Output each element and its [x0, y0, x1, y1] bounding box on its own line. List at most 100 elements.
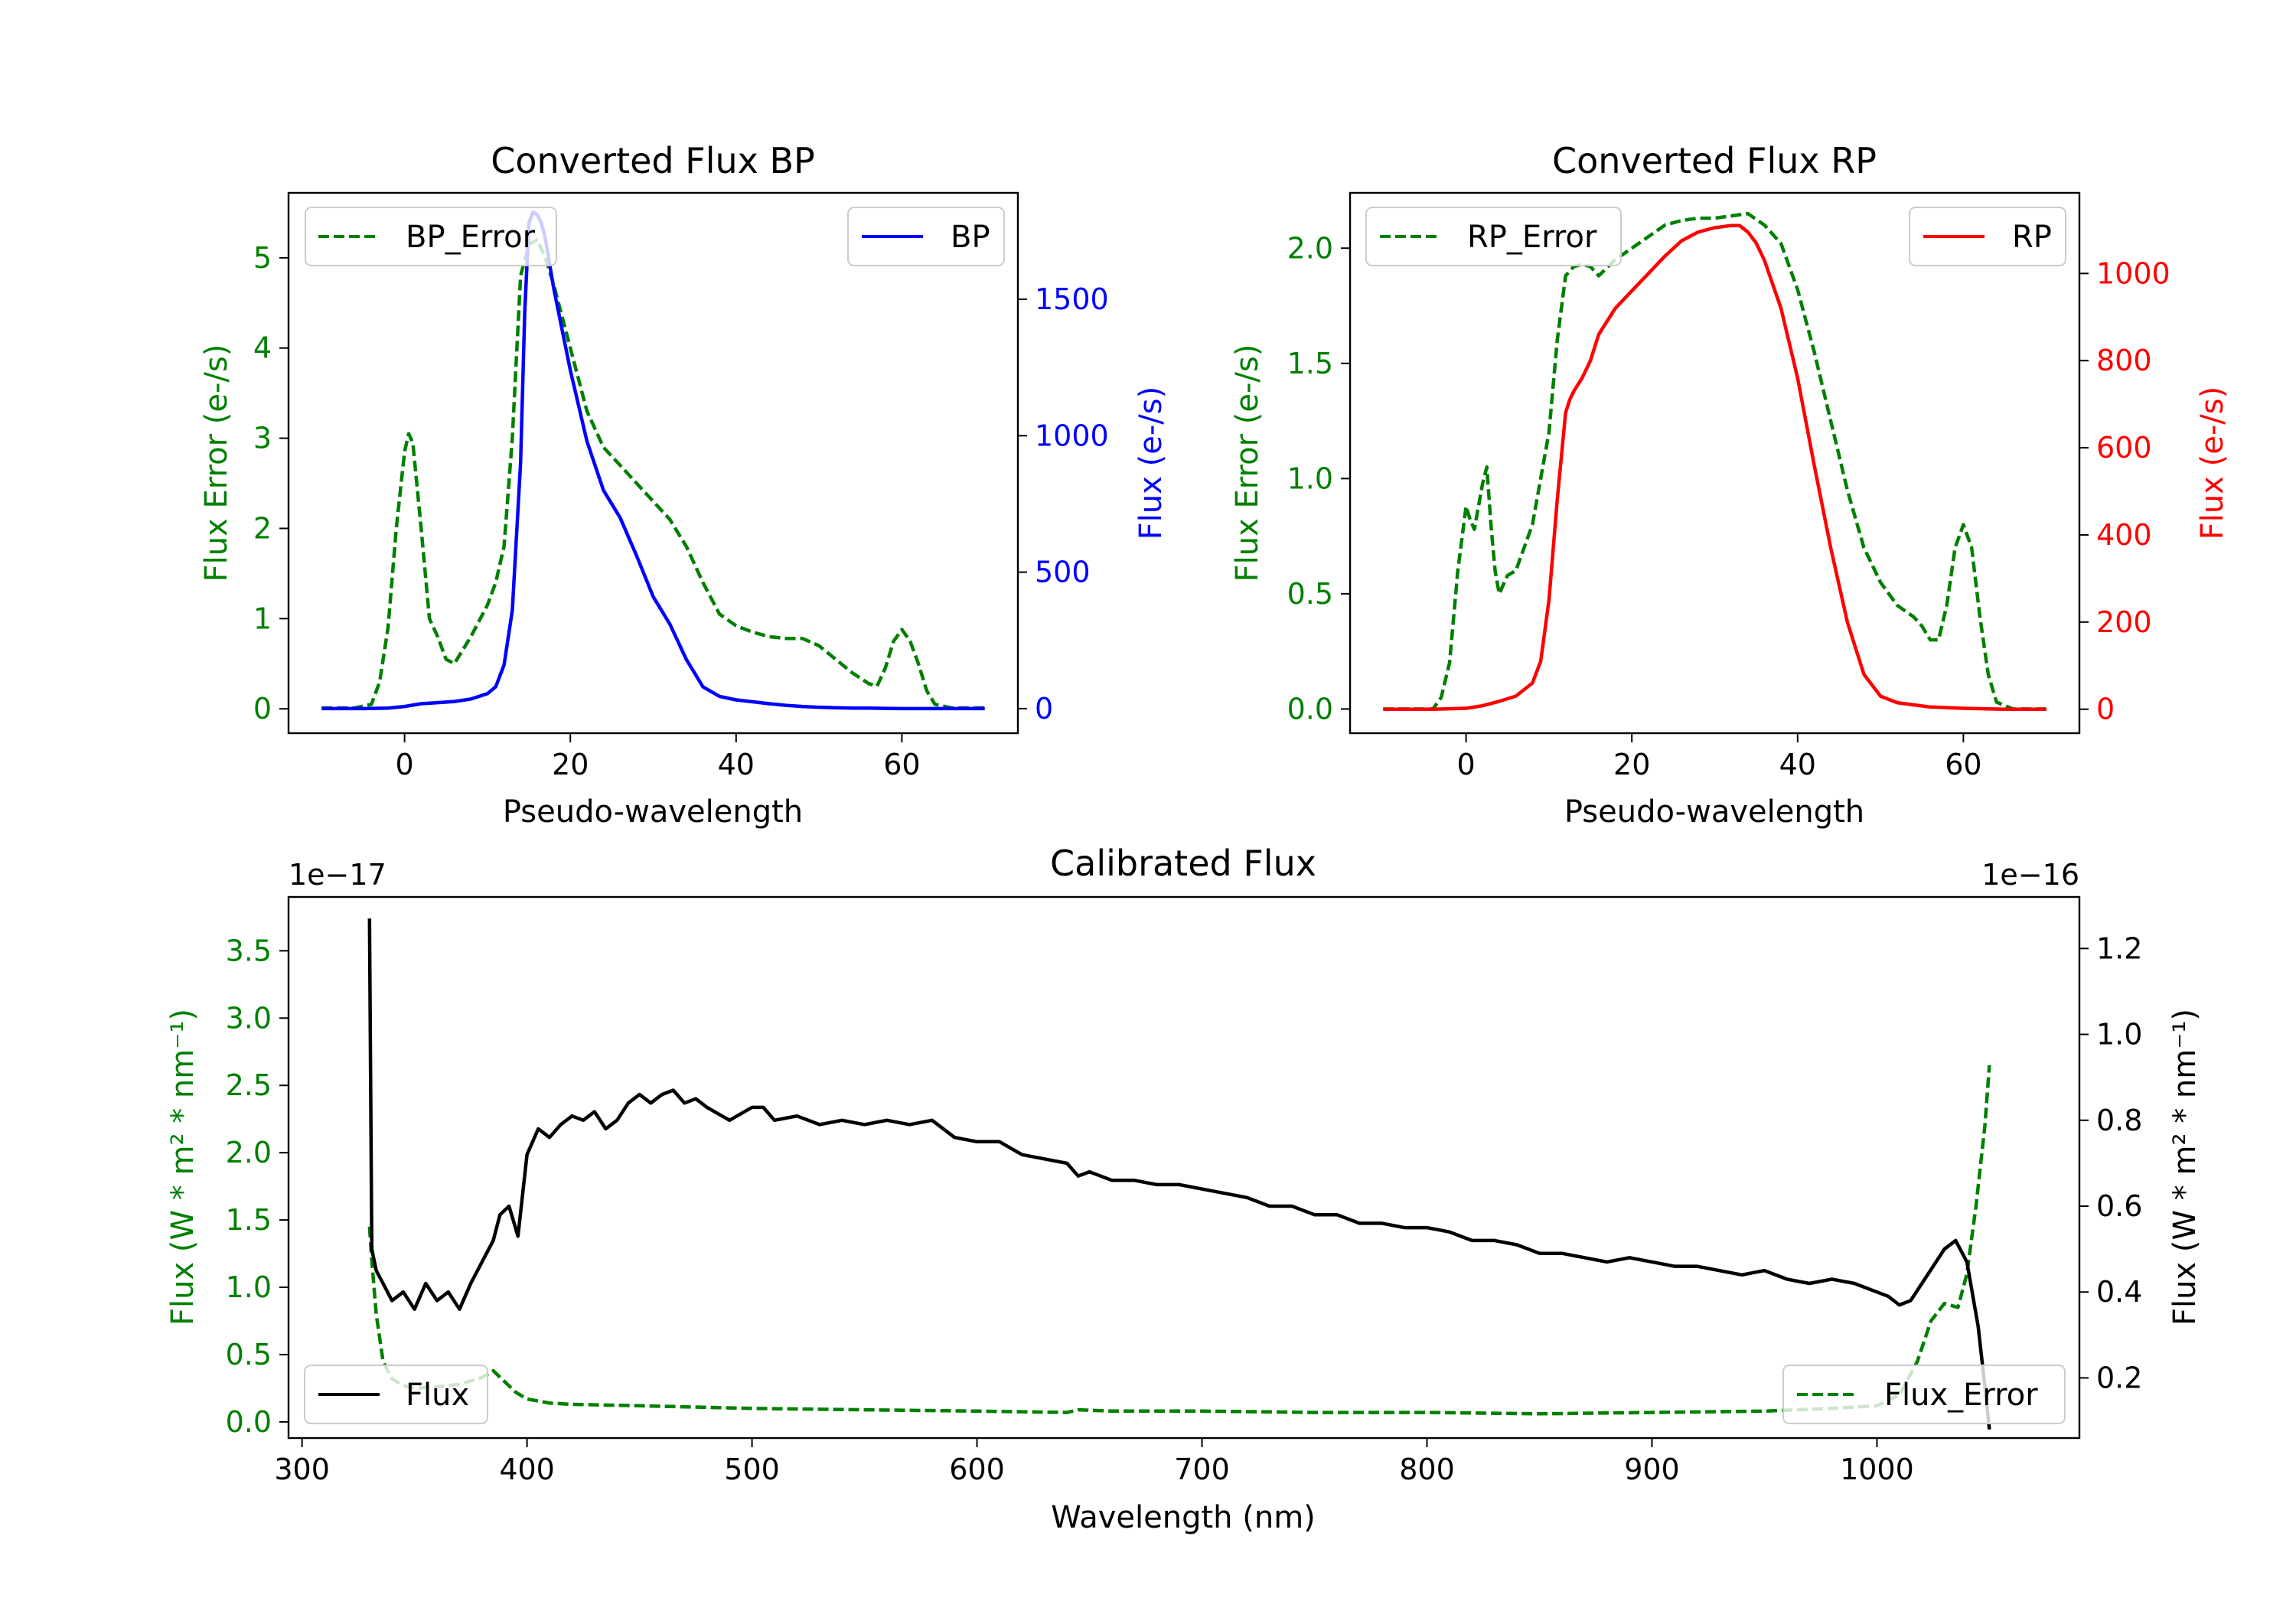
y-tick-label-left: 0.5	[226, 1338, 272, 1371]
legend-right[interactable]: RP	[1909, 207, 2066, 266]
legend-right[interactable]: Flux_Error	[1782, 1365, 2066, 1424]
series-group	[321, 210, 985, 711]
y-tick-label-right: 0	[2096, 693, 2115, 726]
x-tick-label: 20	[1613, 748, 1650, 781]
y-tick-label-left: 5	[253, 241, 272, 275]
y-axis-label-left: Flux (W * m² * nm⁻¹)	[165, 1009, 201, 1326]
y-tick-label-right: 0.2	[2096, 1361, 2142, 1394]
series-group	[367, 918, 1991, 1430]
x-tick-label: 900	[1624, 1453, 1680, 1486]
y-ticks-right: 0 500 1000 1500	[1018, 282, 1109, 726]
legend-box	[304, 1365, 488, 1424]
x-tick-label: 300	[274, 1453, 330, 1486]
series-line-bp	[321, 210, 985, 711]
y-axis-label-right: Flux (W * m² * nm⁻¹)	[2167, 1009, 2203, 1326]
x-tick-label: 40	[1779, 748, 1816, 781]
y-tick-label-right: 800	[2096, 344, 2152, 377]
series-line-flux-error	[367, 1065, 1991, 1416]
x-tick-label: 600	[949, 1453, 1005, 1486]
x-tick-label: 0	[396, 748, 414, 781]
legend-box	[305, 207, 557, 266]
y-tick-label-left: 3	[253, 422, 272, 455]
chart-title: Converted Flux BP	[491, 140, 815, 181]
y-tick-label-left: 2.0	[226, 1136, 272, 1169]
x-axis-label: Pseudo-wavelength	[503, 794, 803, 830]
y-tick-label-right: 1.0	[2096, 1018, 2142, 1052]
x-ticks: 0 20 40 60	[1457, 733, 1982, 781]
y-tick-label-left: 0.5	[1287, 577, 1333, 611]
legend-box	[1365, 207, 1622, 266]
series-group	[1383, 211, 2047, 711]
series-line-rp-error	[1383, 211, 2047, 711]
y-ticks-left: 0.0 0.5 1.0 1.5 2.0	[1287, 231, 1350, 726]
x-tick-label: 500	[724, 1453, 780, 1486]
x-ticks: 0 20 40 60	[396, 733, 921, 781]
y-tick-label-left: 3.0	[226, 1001, 272, 1035]
x-tick-label: 400	[499, 1453, 555, 1486]
y-tick-label-right: 0	[1035, 692, 1053, 726]
y-tick-label-left: 1	[253, 602, 272, 635]
legend-label-bp-error: BP_Error	[406, 220, 536, 255]
legend-label-flux-error: Flux_Error	[1884, 1378, 2038, 1413]
y-ticks-right: 0 200 400 600 800 1000	[2079, 256, 2170, 726]
legend-label-rp-error: RP_Error	[1467, 220, 1597, 255]
x-tick-label: 20	[552, 748, 589, 781]
x-tick-label: 0	[1457, 748, 1476, 781]
legend-label-rp: RP	[2012, 220, 2052, 255]
x-tick-label: 800	[1399, 1453, 1455, 1486]
y-tick-label-left: 2.5	[226, 1068, 272, 1102]
legend-box	[1909, 207, 2066, 266]
legend-label-bp: BP	[951, 220, 990, 255]
chart-title: Converted Flux RP	[1552, 140, 1877, 181]
y-tick-label-left: 4	[253, 331, 272, 365]
y-tick-label-right: 0.8	[2096, 1104, 2142, 1137]
y-ticks-left: 0 1 2 3 4 5	[253, 241, 289, 726]
plot-frame	[287, 191, 1019, 735]
y-tick-label-left: 1.5	[226, 1203, 272, 1237]
chart-title: Calibrated Flux	[1050, 843, 1316, 884]
y-tick-label-right: 1000	[2096, 256, 2170, 290]
y-tick-label-left: 2.0	[1287, 231, 1333, 265]
plot-frame	[287, 895, 2081, 1440]
x-tick-label: 1000	[1840, 1453, 1914, 1486]
y-tick-label-left: 1.0	[1287, 461, 1333, 495]
y-tick-label-right: 0.4	[2096, 1275, 2142, 1309]
y-tick-label-left: 3.5	[226, 934, 272, 967]
y-tick-label-right: 1500	[1035, 282, 1109, 316]
x-axis-label: Wavelength (nm)	[1051, 1500, 1316, 1535]
y-tick-label-left: 2	[253, 511, 272, 545]
x-ticks: 300 400 500 600 700 800 900 1000	[274, 1438, 1914, 1486]
y-axis-label-right: Flux (e-/s)	[2195, 386, 2230, 540]
y-tick-label-left: 1.5	[1287, 347, 1333, 380]
y-axis-label-right: Flux (e-/s)	[1133, 386, 1169, 540]
legend-left[interactable]: Flux	[304, 1365, 488, 1424]
y-tick-label-right: 0.6	[2096, 1189, 2142, 1223]
series-line-flux	[367, 918, 1991, 1430]
y-tick-label-right: 600	[2096, 431, 2152, 465]
offset-text-left: 1e−17	[289, 858, 386, 892]
y-tick-label-left: 1.0	[226, 1270, 272, 1304]
offset-text-right: 1e−16	[1981, 858, 2079, 892]
x-axis-label: Pseudo-wavelength	[1564, 794, 1864, 830]
legend-box	[847, 207, 1005, 266]
legend-left[interactable]: BP_Error	[305, 207, 557, 266]
y-tick-label-left: 0	[253, 692, 272, 726]
panel-rp: Converted Flux RP 0 20 40 60 0.0 0.5 1.0 1.5 2.…	[1230, 140, 2230, 830]
legend-label-flux: Flux	[406, 1378, 469, 1413]
y-tick-label-right: 200	[2096, 605, 2152, 639]
series-line-rp	[1383, 223, 2047, 711]
y-ticks-right: 0.2 0.4 0.6 0.8 1.0 1.2	[2079, 931, 2142, 1394]
y-tick-label-right: 1.2	[2096, 931, 2142, 965]
legend-left[interactable]: RP_Error	[1365, 207, 1622, 266]
panel-calibrated: Calibrated Flux 1e−17 1e−16 300 400 500 600…	[165, 843, 2203, 1535]
y-axis-label-left: Flux Error (e-/s)	[199, 344, 234, 582]
legend-right[interactable]: BP	[847, 207, 1005, 266]
y-tick-label-right: 1000	[1035, 419, 1109, 452]
y-tick-label-right: 400	[2096, 518, 2152, 552]
x-tick-label: 700	[1174, 1453, 1230, 1486]
x-tick-label: 60	[883, 748, 920, 781]
y-tick-label-left: 0.0	[1287, 692, 1333, 726]
legend-box	[1782, 1365, 2066, 1424]
